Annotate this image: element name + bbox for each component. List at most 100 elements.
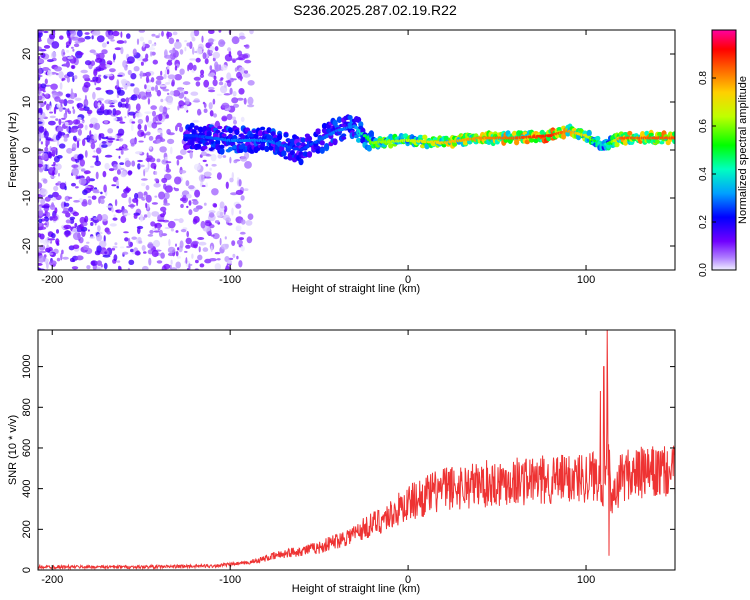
noise-speckle xyxy=(148,257,152,266)
noise-speckle xyxy=(87,195,92,199)
noise-speckle xyxy=(139,164,145,168)
noise-speckle xyxy=(82,189,88,196)
noise-speckle xyxy=(160,252,165,259)
signal-cell xyxy=(281,150,287,157)
colorbar-tick-label: 0.2 xyxy=(698,215,709,229)
noise-speckle xyxy=(97,102,101,107)
noise-speckle xyxy=(247,104,255,108)
noise-speckle xyxy=(232,253,236,258)
noise-speckle xyxy=(143,195,147,200)
noise-speckle xyxy=(86,241,90,244)
signal-cell xyxy=(285,147,291,152)
noise-speckle xyxy=(63,224,72,230)
signal-cell xyxy=(315,148,321,154)
noise-speckle xyxy=(84,35,91,40)
noise-speckle xyxy=(66,49,70,53)
noise-speckle xyxy=(106,109,113,115)
noise-speckle xyxy=(180,229,187,233)
noise-speckle xyxy=(104,162,110,170)
noise-speckle xyxy=(73,75,78,80)
noise-speckle xyxy=(156,75,164,81)
noise-speckle xyxy=(232,116,237,121)
noise-speckle xyxy=(174,176,182,185)
noise-speckle xyxy=(131,121,136,124)
noise-speckle xyxy=(201,174,204,181)
noise-speckle xyxy=(167,246,176,254)
noise-speckle xyxy=(227,222,233,226)
noise-speckle xyxy=(120,103,127,108)
noise-speckle xyxy=(180,204,184,208)
noise-speckle xyxy=(160,206,167,212)
noise-speckle xyxy=(38,133,45,139)
spectrogram-x-ticks: -200 -100 0 100 xyxy=(41,30,595,286)
noise-speckle xyxy=(240,156,248,162)
noise-speckle xyxy=(78,107,86,111)
noise-speckle xyxy=(100,191,103,195)
noise-speckle xyxy=(191,240,199,245)
noise-speckle xyxy=(247,96,254,105)
noise-speckle xyxy=(71,182,76,187)
signal-cell xyxy=(353,134,360,139)
noise-speckle xyxy=(153,183,161,188)
noise-speckle xyxy=(101,42,107,48)
noise-speckle xyxy=(49,111,54,114)
noise-speckle xyxy=(38,58,43,64)
signal-cell xyxy=(206,126,212,132)
noise-speckle xyxy=(47,238,56,241)
noise-speckle xyxy=(212,98,216,105)
noise-speckle xyxy=(107,128,114,134)
signal-cell xyxy=(672,131,675,137)
noise-speckle xyxy=(71,46,74,49)
noise-speckle xyxy=(232,103,240,108)
noise-speckle xyxy=(102,254,111,258)
noise-speckle xyxy=(121,147,129,151)
noise-speckle xyxy=(163,183,167,190)
noise-speckle xyxy=(71,164,79,168)
noise-speckle xyxy=(231,207,234,216)
noise-speckle xyxy=(83,81,91,88)
noise-speckle xyxy=(166,69,170,75)
noise-speckle xyxy=(199,263,205,268)
noise-speckle xyxy=(62,256,69,260)
noise-speckle xyxy=(141,182,146,187)
noise-speckle xyxy=(208,30,215,34)
noise-speckle xyxy=(203,171,212,177)
noise-speckle xyxy=(120,46,124,55)
noise-speckle xyxy=(120,78,128,85)
noise-speckle xyxy=(76,255,84,261)
noise-speckle xyxy=(236,177,240,181)
noise-speckle xyxy=(151,43,156,47)
noise-speckle xyxy=(145,53,149,60)
noise-speckle xyxy=(159,146,167,153)
noise-speckle xyxy=(156,158,161,163)
noise-speckle xyxy=(56,155,63,159)
noise-speckle xyxy=(165,161,172,164)
noise-speckle xyxy=(92,155,97,158)
noise-speckle xyxy=(174,74,182,81)
noise-speckle xyxy=(77,154,83,161)
noise-speckle xyxy=(236,239,243,245)
noise-speckle xyxy=(58,172,60,177)
noise-speckle xyxy=(244,59,252,64)
noise-speckle xyxy=(45,103,50,111)
noise-speckle xyxy=(43,223,48,226)
noise-speckle xyxy=(208,210,216,214)
noise-speckle xyxy=(150,105,157,110)
noise-speckle xyxy=(167,59,173,62)
noise-speckle xyxy=(97,74,102,78)
noise-speckle xyxy=(141,178,148,181)
noise-speckle xyxy=(128,111,136,116)
noise-speckle xyxy=(137,118,144,125)
noise-speckle xyxy=(218,30,222,33)
signal-cell xyxy=(655,139,661,144)
noise-speckle xyxy=(67,108,70,113)
noise-speckle xyxy=(114,199,118,207)
noise-speckle xyxy=(89,123,94,128)
noise-speckle xyxy=(65,121,69,127)
noise-speckle xyxy=(232,91,237,97)
noise-speckle xyxy=(148,135,154,141)
noise-speckle xyxy=(231,36,240,45)
noise-speckle xyxy=(78,177,87,186)
noise-speckle xyxy=(93,133,98,141)
